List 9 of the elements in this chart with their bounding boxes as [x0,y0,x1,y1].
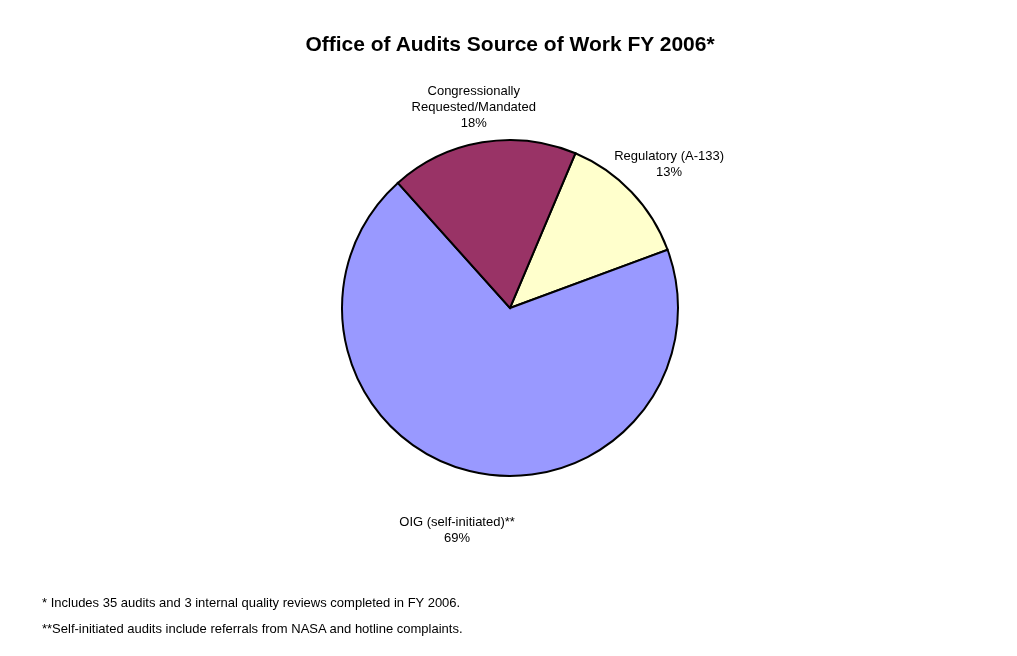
data-label: 13% [656,164,683,180]
slice-label: Congressionally Requested/Mandated [411,83,536,115]
slice-label: OIG (self-initiated)** [399,513,515,529]
chart-title: Office of Audits Source of Work FY 2006* [305,32,716,55]
data-label: 69% [444,529,471,545]
data-label: 18% [460,115,488,131]
text: **Self-initiated audits include referrals from NASA and hotline complaints. [42,621,463,636]
text: * Includes 35 audits and 3 internal quality reviews completed in FY 2006. [42,595,461,610]
slice-label: Regulatory (A-133) [614,148,725,164]
